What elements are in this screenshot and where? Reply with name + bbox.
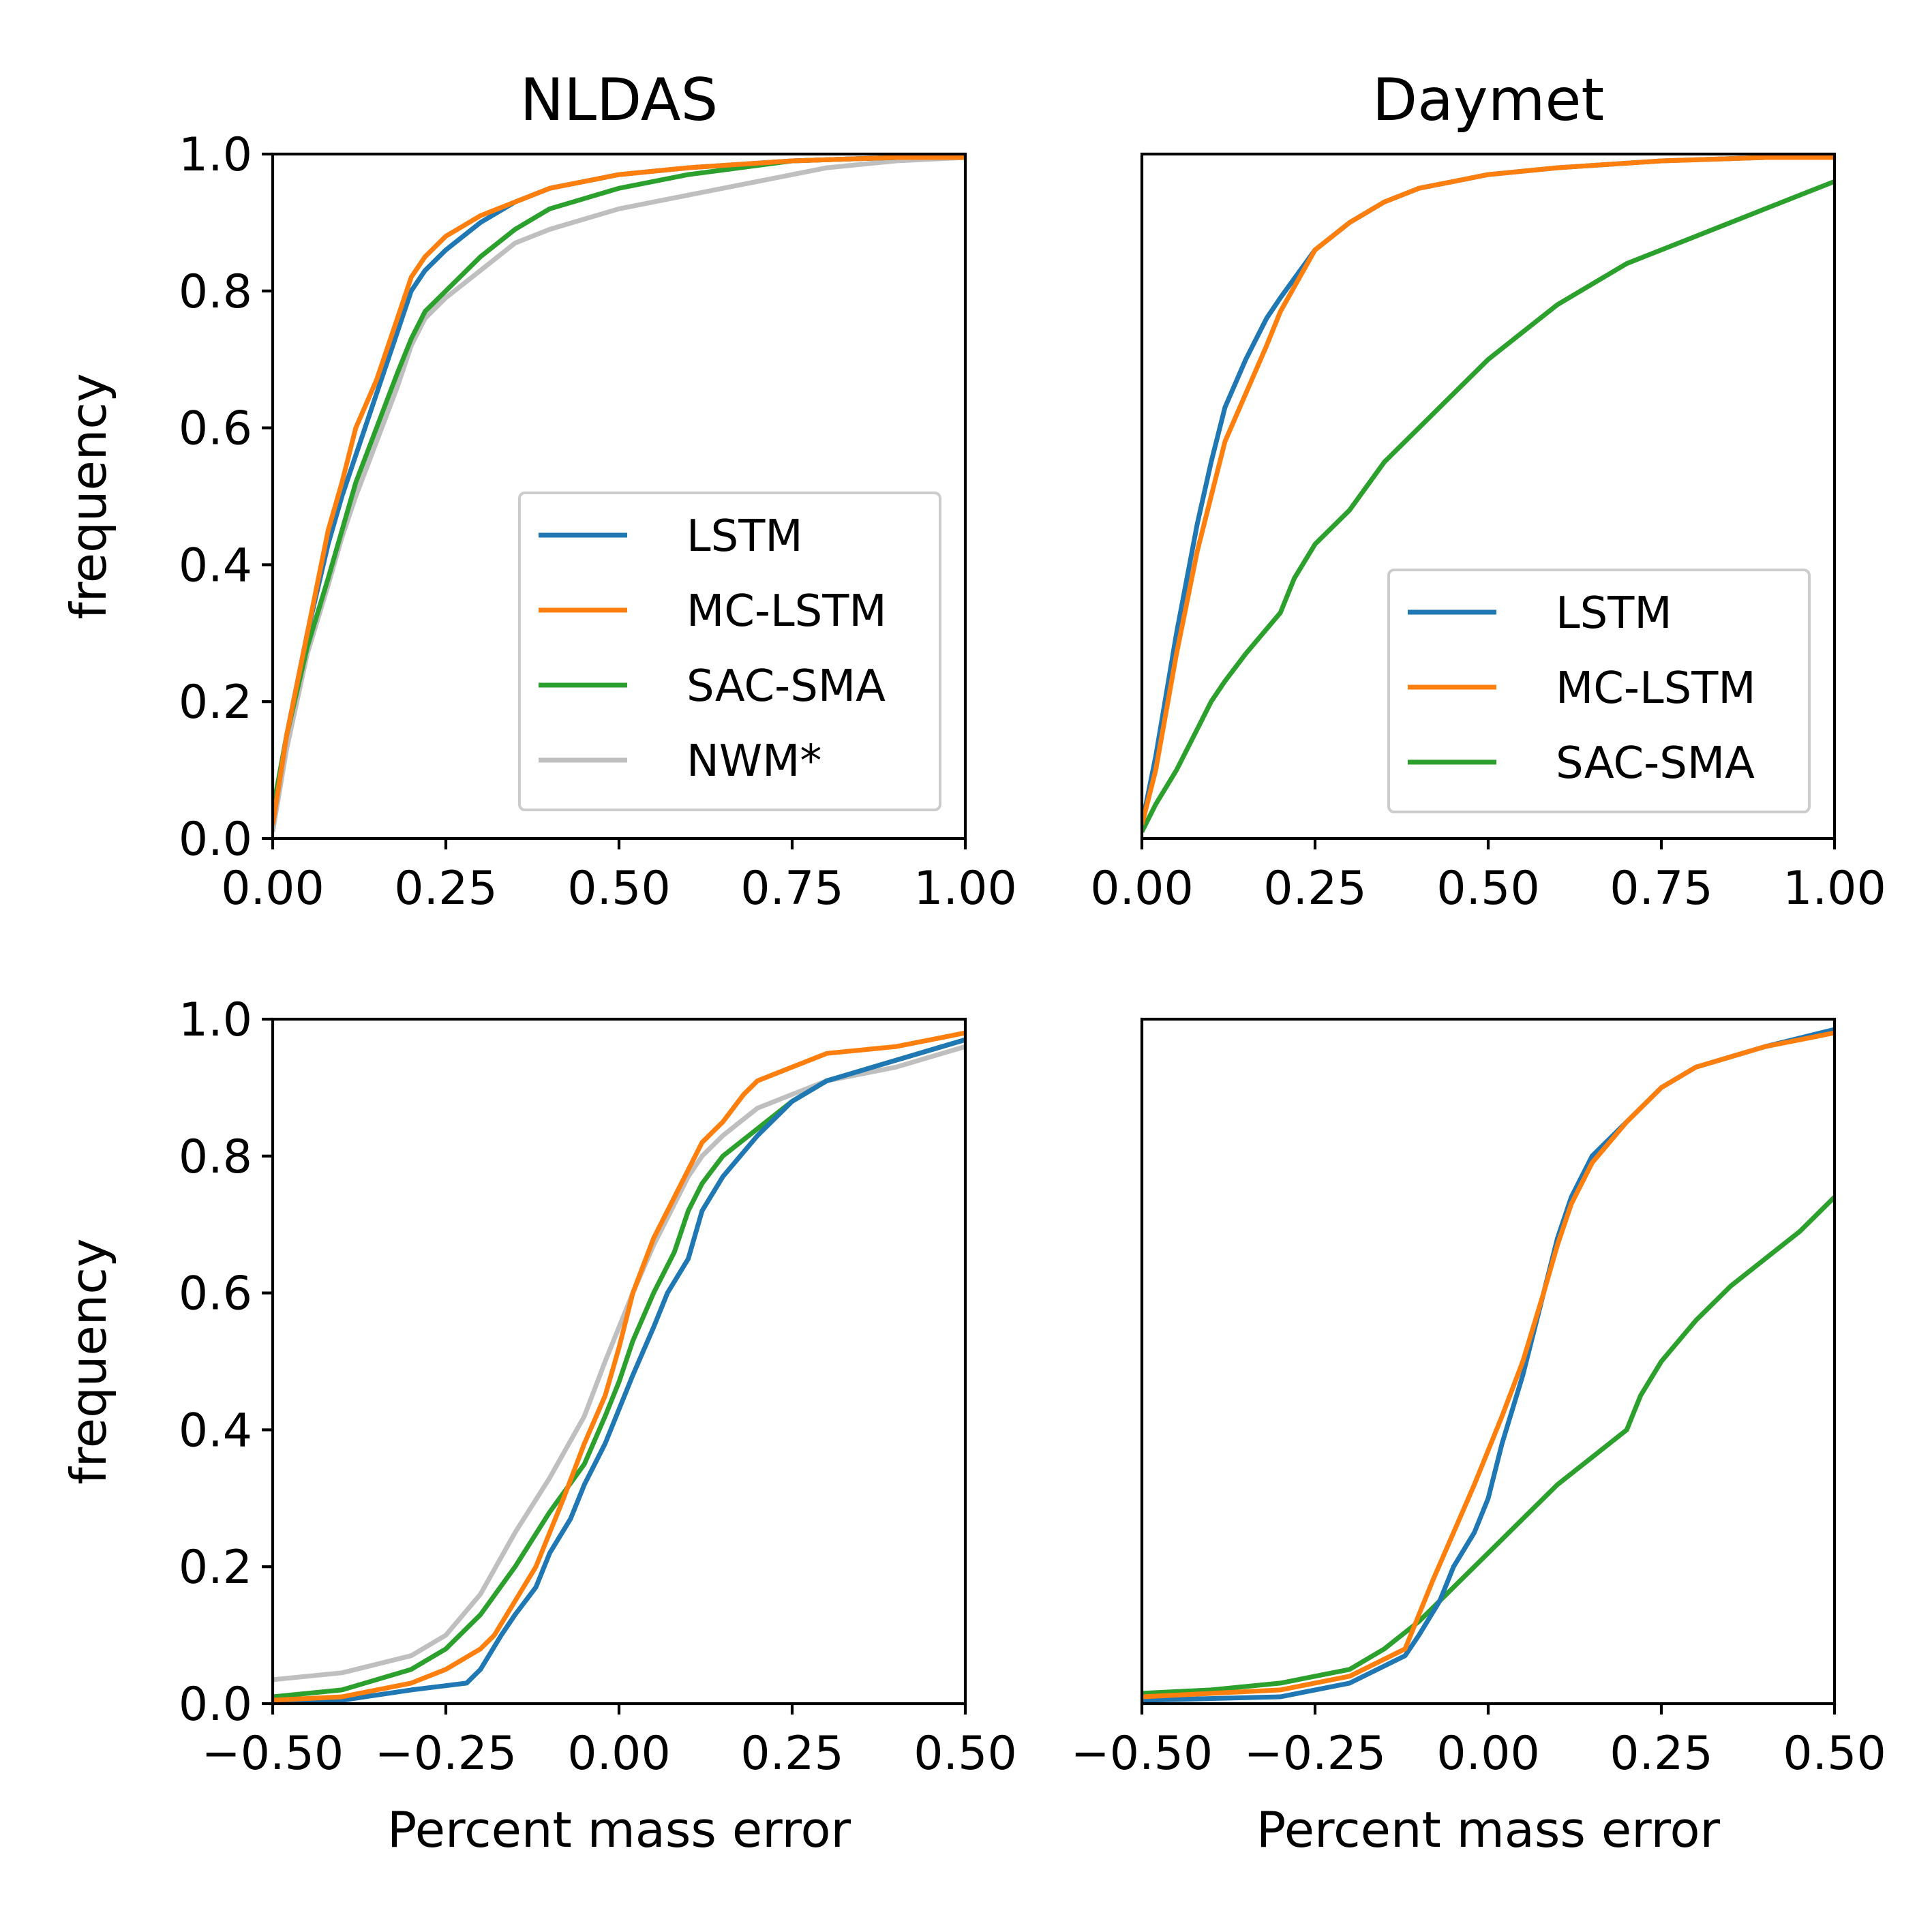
panel-title: NLDAS: [520, 66, 718, 134]
series-group: [1142, 155, 1835, 833]
y-tick-label: 1.0: [179, 128, 252, 182]
x-tick-label: 1.00: [1783, 862, 1886, 916]
x-tick-label: 0.50: [1783, 1727, 1886, 1781]
x-axis-label: Percent mass error: [387, 1801, 851, 1858]
x-tick-label: 0.25: [740, 1727, 843, 1781]
series-group: [273, 1030, 965, 1704]
x-tick-label: 0.25: [1263, 862, 1366, 916]
y-tick-label: 0.6: [179, 1267, 252, 1321]
legend-label: MC-LSTM: [686, 586, 887, 637]
y-tick-label: 0.8: [179, 265, 252, 319]
x-tick-label: 0.75: [1610, 862, 1712, 916]
legend: LSTM MC-LSTM SAC-SMA: [1387, 569, 1811, 813]
series-line-sac-sma: [273, 155, 965, 812]
legend-label: SAC-SMA: [686, 661, 886, 712]
legend: LSTM MC-LSTM SAC-SMA NWM*: [518, 492, 941, 811]
x-axis-label: Percent mass error: [1256, 1801, 1721, 1858]
series-line-mc-lstm: [273, 155, 965, 826]
x-tick-label: −0.50: [1071, 1727, 1213, 1781]
panel-1: NLDAS 0.00 0.25 0.50 0.75 1.00 0.0 0.2 0.4 0.6 0.8…: [60, 66, 1017, 916]
panels: NLDAS 0.00 0.25 0.50 0.75 1.00 0.0 0.2 0.4 0.6 0.8…: [60, 66, 1886, 1858]
legend-label: SAC-SMA: [1556, 738, 1755, 789]
legend-label: LSTM: [1556, 588, 1672, 639]
panel-title: Daymet: [1372, 66, 1604, 134]
series-line-sac-sma: [1142, 179, 1835, 833]
legend-label: MC-LSTM: [1556, 663, 1756, 714]
y-tick-label: 1.0: [179, 993, 252, 1047]
y-tick-label: 0.2: [179, 1541, 252, 1595]
y-axis-label: frequency: [60, 1238, 117, 1484]
legend-label: NWM*: [686, 736, 821, 787]
y-tick-label: 0.8: [179, 1130, 252, 1184]
panel-4: −0.50 −0.25 0.00 0.25 0.50 Percent mass error: [1071, 1017, 1886, 1858]
x-tick-label: 0.75: [740, 862, 843, 916]
x-tick-label: −0.25: [1244, 1727, 1386, 1781]
x-tick-label: −0.50: [202, 1727, 344, 1781]
legend-box: [518, 492, 941, 811]
x-tick-label: 0.00: [1090, 862, 1193, 916]
series-line-mc-lstm: [1142, 155, 1835, 826]
y-tick-label: 0.4: [179, 1404, 252, 1458]
series-line-mc-lstm: [273, 1030, 965, 1703]
x-tick-label: 0.25: [1610, 1727, 1712, 1781]
series-line-sac-sma: [1142, 1195, 1835, 1696]
y-tick-label: 0.6: [179, 402, 252, 456]
series-line-lstm: [273, 1037, 965, 1704]
x-tick-label: 0.00: [567, 1727, 670, 1781]
x-tick-label: 0.00: [1436, 1727, 1539, 1781]
y-axis-label: frequency: [60, 373, 117, 619]
y-tick-label: 0.4: [179, 539, 252, 592]
y-tick-label: 0.2: [179, 676, 252, 729]
legend-label: LSTM: [686, 511, 803, 562]
x-tick-label: 0.50: [914, 1727, 1016, 1781]
x-tick-label: 0.50: [1436, 862, 1539, 916]
y-tick-label: 0.0: [179, 1678, 252, 1732]
x-tick-label: 0.00: [221, 862, 324, 916]
series-group: [1142, 1027, 1835, 1703]
x-tick-label: 1.00: [914, 862, 1016, 916]
panel-3: −0.50 −0.25 0.00 0.25 0.50 0.0 0.2 0.4 0.6 0.8 1.0…: [60, 993, 1017, 1858]
legend-box: [1387, 569, 1811, 813]
x-tick-label: −0.25: [375, 1727, 517, 1781]
series-group: [273, 155, 965, 832]
panel-2: Daymet 0.00 0.25 0.50 0.75 1.00 LSTM MC-LSTM SAC…: [1090, 66, 1886, 916]
x-tick-label: 0.50: [567, 862, 670, 916]
x-tick-label: 0.25: [394, 862, 497, 916]
series-line-mc-lstm: [1142, 1030, 1835, 1700]
y-tick-label: 0.0: [179, 813, 252, 866]
